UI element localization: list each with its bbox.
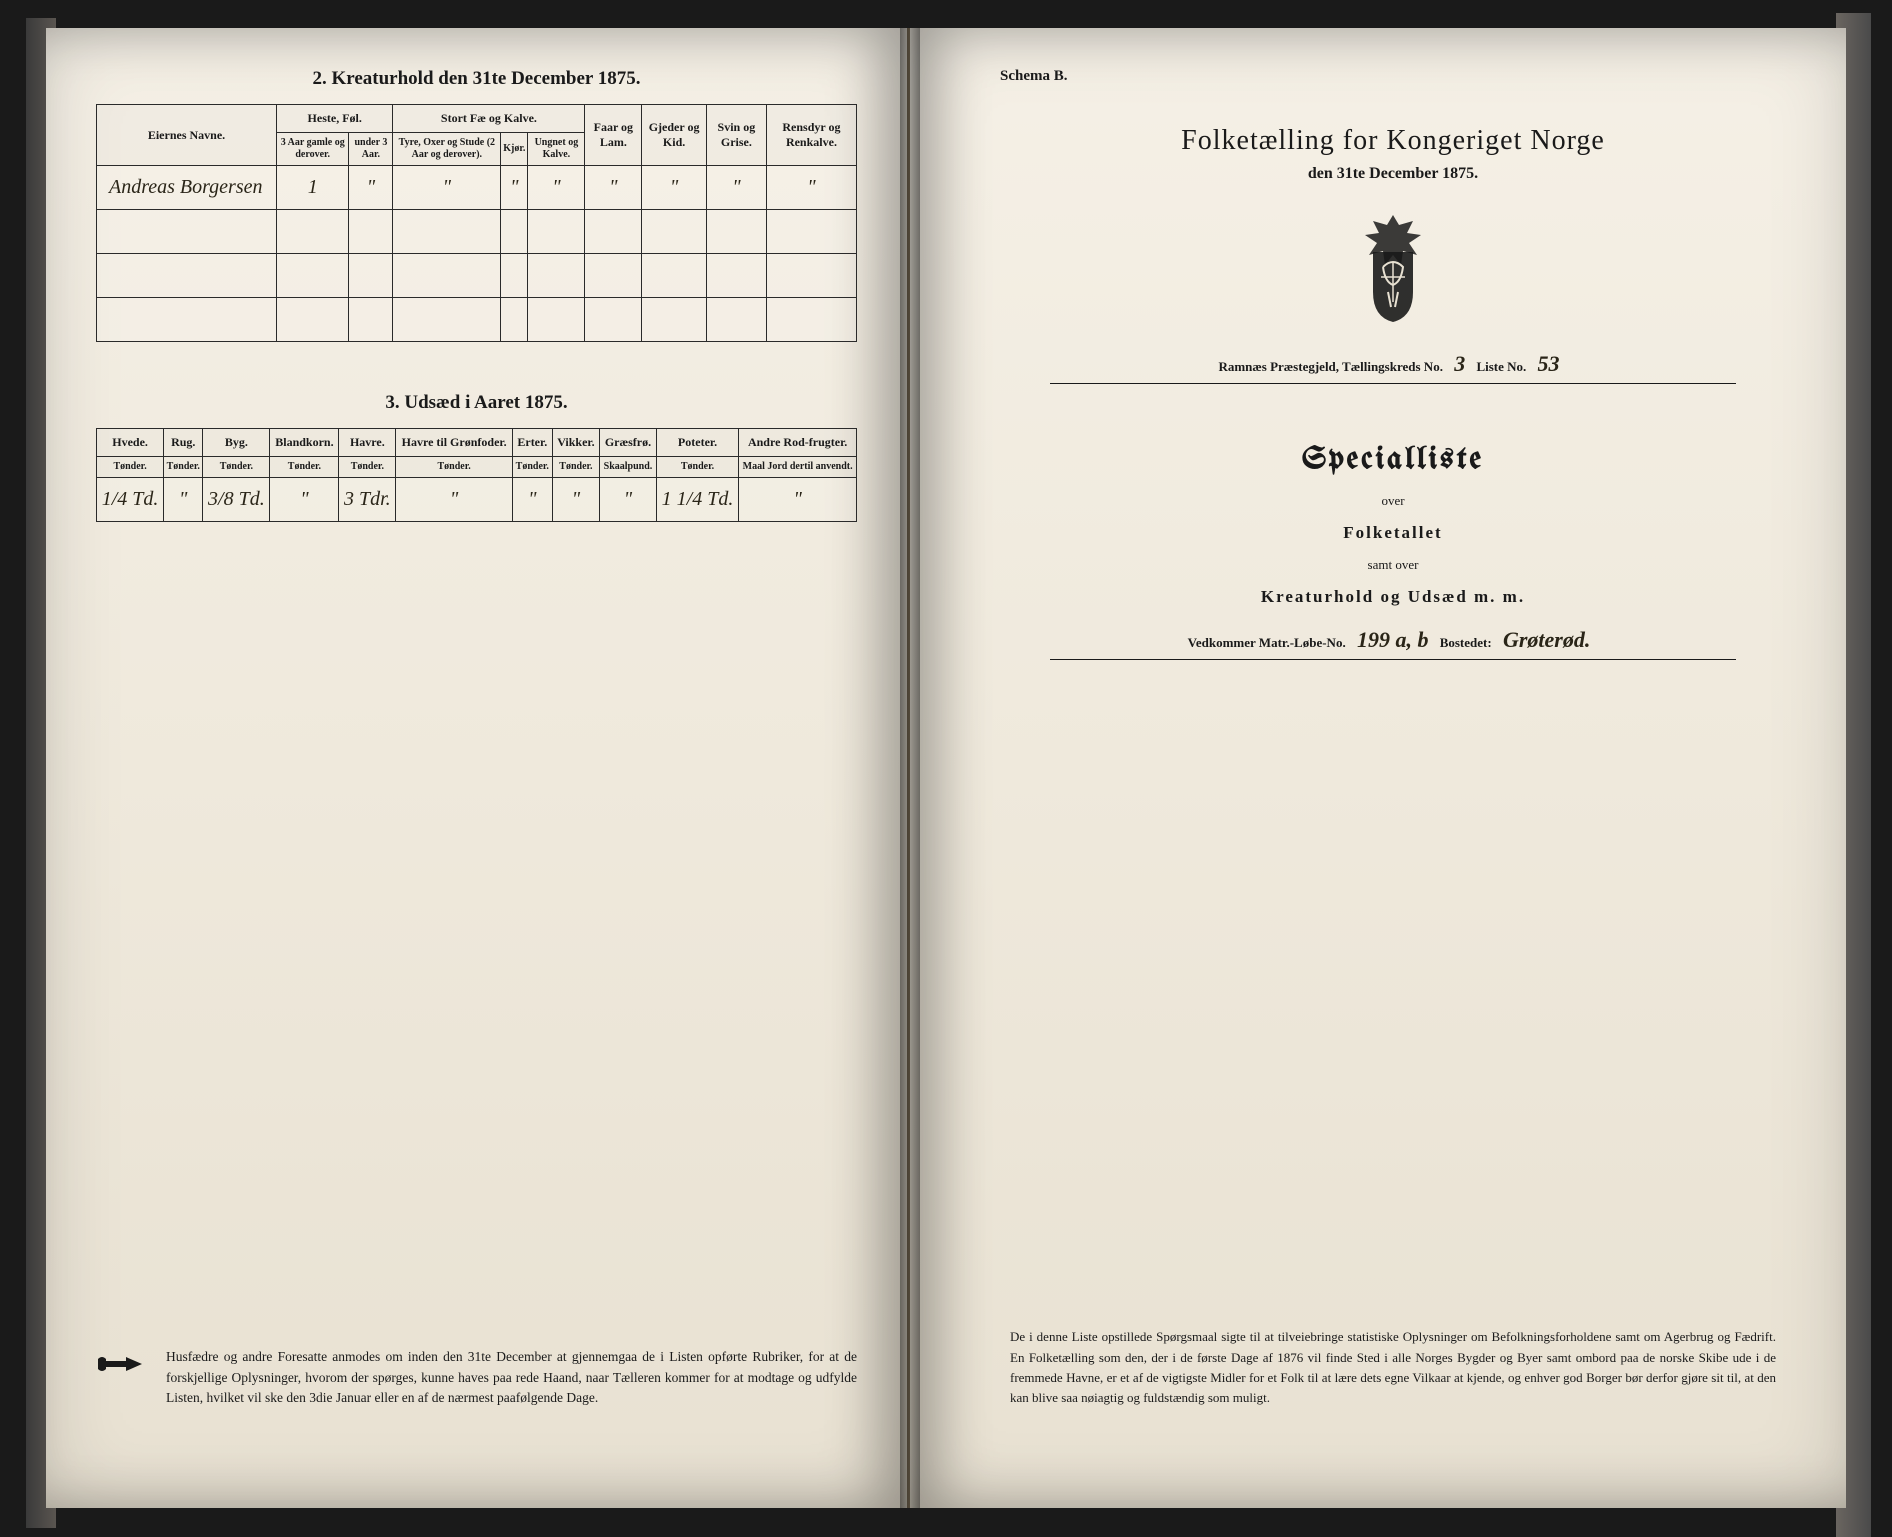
unit: Tønder. — [552, 457, 600, 478]
matr-prefix: Vedkommer Matr.-Løbe-No. — [1188, 635, 1346, 650]
matr-line: Vedkommer Matr.-Løbe-No. 199 a, b Bosted… — [990, 627, 1796, 653]
sub-heste-3aar: 3 Aar gamle og derover. — [277, 133, 349, 166]
col-eiernes-navne: Eiernes Navne. — [97, 105, 277, 166]
pointing-hand-icon — [96, 1351, 146, 1377]
col-group-heste: Heste, Føl. — [277, 105, 393, 133]
unit: Tønder. — [203, 457, 270, 478]
book-spine — [900, 28, 920, 1508]
bostedet-value: Grøterød. — [1495, 627, 1598, 652]
col-poteter: Poteter. — [656, 429, 739, 457]
samt-over-label: samt over — [990, 557, 1796, 573]
kreaturhold-table: Eiernes Navne. Heste, Føl. Stort Fæ og K… — [96, 104, 857, 342]
col-group-stortfae: Stort Fæ og Kalve. — [393, 105, 585, 133]
left-footnote-block: Husfædre og andre Foresatte anmodes om i… — [96, 1347, 857, 1408]
cell: 3 Tdr. — [339, 478, 396, 522]
cell: " — [512, 478, 552, 522]
cell: " — [164, 478, 203, 522]
col-erter: Erter. — [512, 429, 552, 457]
liste-number: 53 — [1530, 351, 1568, 376]
col-rodfrugter: Andre Rod-frugter. — [739, 429, 857, 457]
cell: " — [585, 166, 642, 210]
sub-tyre: Tyre, Oxer og Stude (2 Aar og derover). — [393, 133, 501, 166]
unit: Tønder. — [512, 457, 552, 478]
cell: " — [349, 166, 393, 210]
left-page: 2. Kreaturhold den 31te December 1875. E… — [46, 28, 910, 1508]
table-row-empty — [97, 254, 857, 298]
section-2-title: 2. Kreaturhold den 31te December 1875. — [96, 68, 857, 90]
cell: " — [528, 166, 585, 210]
right-page: Schema B. Folketælling for Kongeriget No… — [910, 28, 1846, 1508]
unit: Skaalpund. — [600, 457, 657, 478]
parish-line: Ramnæs Præstegjeld, Tællingskreds No. 3 … — [990, 351, 1796, 377]
cell: 3/8 Td. — [203, 478, 270, 522]
cell: " — [642, 166, 707, 210]
col-gjeder: Gjeder og Kid. — [642, 105, 707, 166]
cell: 1 1/4 Td. — [656, 478, 739, 522]
owner-name: Andreas Borgersen — [97, 166, 277, 210]
norwegian-coat-of-arms-icon — [1343, 207, 1443, 327]
unit: Tønder. — [164, 457, 203, 478]
cell: " — [739, 478, 857, 522]
col-rug: Rug. — [164, 429, 203, 457]
cell: " — [706, 166, 766, 210]
udsaed-table: Hvede. Rug. Byg. Blandkorn. Havre. Havre… — [96, 428, 857, 522]
cell: " — [393, 166, 501, 210]
cell: 1/4 Td. — [97, 478, 164, 522]
sub-date: den 31te December 1875. — [990, 165, 1796, 183]
cell: " — [270, 478, 339, 522]
matr-number: 199 a, b — [1349, 627, 1437, 652]
col-havre-gron: Havre til Grønfoder. — [396, 429, 513, 457]
divider — [1050, 659, 1735, 660]
table-row: Andreas Borgersen 1 " " " " " " " " — [97, 166, 857, 210]
col-byg: Byg. — [203, 429, 270, 457]
col-rensdyr: Rensdyr og Renkalve. — [766, 105, 856, 166]
col-graesfro: Græsfrø. — [600, 429, 657, 457]
col-svin: Svin og Grise. — [706, 105, 766, 166]
right-page-stack-edge — [1836, 13, 1871, 1537]
section-3-udsaed: 3. Udsæd i Aaret 1875. Hvede. Rug. Byg. … — [96, 392, 857, 522]
cell: " — [600, 478, 657, 522]
unit: Tønder. — [270, 457, 339, 478]
section-2-kreaturhold: 2. Kreaturhold den 31te December 1875. E… — [96, 68, 857, 342]
schema-label: Schema B. — [1000, 68, 1796, 85]
liste-label: Liste No. — [1476, 359, 1526, 374]
sub-kjor: Kjør. — [501, 133, 528, 166]
table-row-empty — [97, 210, 857, 254]
left-footnote-text: Husfædre og andre Foresatte anmodes om i… — [166, 1347, 857, 1408]
book-spread: 2. Kreaturhold den 31te December 1875. E… — [46, 28, 1846, 1508]
unit: Tønder. — [339, 457, 396, 478]
table-row-empty — [97, 298, 857, 342]
cell: " — [766, 166, 856, 210]
bostedet-label: Bostedet: — [1440, 635, 1492, 650]
section-3-title: 3. Udsæd i Aaret 1875. — [96, 392, 857, 414]
col-blandkorn: Blandkorn. — [270, 429, 339, 457]
cell: 1 — [277, 166, 349, 210]
cell: " — [552, 478, 600, 522]
cell: " — [501, 166, 528, 210]
unit: Maal Jord dertil anvendt. — [739, 457, 857, 478]
unit: Tønder. — [97, 457, 164, 478]
col-havre: Havre. — [339, 429, 396, 457]
kreds-number: 3 — [1446, 351, 1473, 376]
parish-prefix: Ramnæs Præstegjeld, Tællingskreds No. — [1218, 359, 1443, 374]
unit: Tønder. — [396, 457, 513, 478]
cell: " — [396, 478, 513, 522]
col-hvede: Hvede. — [97, 429, 164, 457]
specialliste-title: Specialliste — [990, 444, 1796, 477]
kreaturhold-label: Kreaturhold og Udsæd m. m. — [990, 587, 1796, 607]
unit: Tønder. — [656, 457, 739, 478]
divider — [1050, 383, 1735, 384]
col-faar: Faar og Lam. — [585, 105, 642, 166]
sub-heste-under3: under 3 Aar. — [349, 133, 393, 166]
col-vikker: Vikker. — [552, 429, 600, 457]
right-footnote-text: De i denne Liste opstillede Spørgsmaal s… — [1010, 1327, 1776, 1408]
sub-ungnet: Ungnet og Kalve. — [528, 133, 585, 166]
table-row: 1/4 Td. " 3/8 Td. " 3 Tdr. " " " " 1 1/4… — [97, 478, 857, 522]
over-label: over — [990, 493, 1796, 509]
main-title: Folketælling for Kongeriget Norge — [990, 125, 1796, 157]
folketallet-label: Folketallet — [990, 523, 1796, 543]
